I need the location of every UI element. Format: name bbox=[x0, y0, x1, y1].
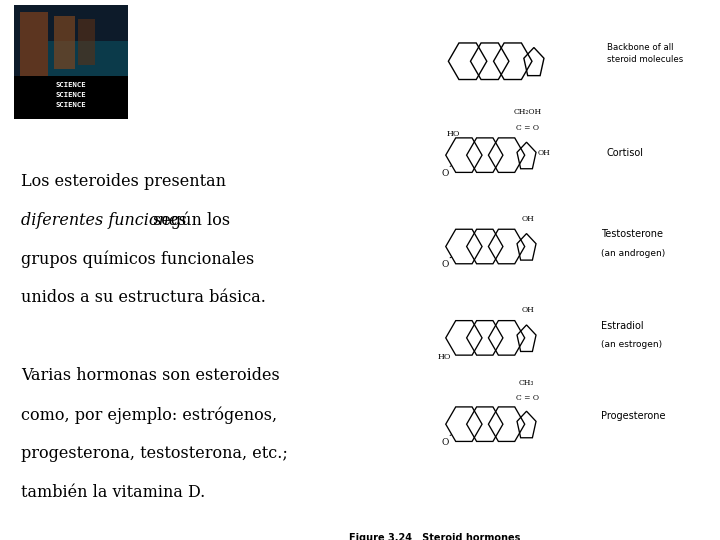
Text: como, por ejemplo: estrógenos,: como, por ejemplo: estrógenos, bbox=[22, 406, 277, 423]
Text: SCIENCE: SCIENCE bbox=[56, 92, 86, 98]
Text: O: O bbox=[441, 438, 449, 447]
Text: HO: HO bbox=[438, 353, 451, 361]
Text: HO: HO bbox=[447, 130, 460, 138]
FancyBboxPatch shape bbox=[14, 5, 128, 119]
Text: diferentes funciones: diferentes funciones bbox=[22, 212, 187, 228]
Text: CH₂OH: CH₂OH bbox=[513, 109, 541, 116]
Text: O: O bbox=[441, 169, 449, 178]
Text: C = O: C = O bbox=[516, 124, 539, 132]
Text: Cortisol: Cortisol bbox=[607, 147, 644, 158]
FancyBboxPatch shape bbox=[54, 16, 75, 69]
Text: OH: OH bbox=[538, 150, 550, 157]
Text: según los: según los bbox=[148, 212, 230, 229]
Text: Figure 3.24   Steroid hormones: Figure 3.24 Steroid hormones bbox=[349, 534, 521, 540]
FancyBboxPatch shape bbox=[20, 12, 48, 76]
Text: OH: OH bbox=[521, 215, 534, 223]
Text: (an androgen): (an androgen) bbox=[601, 248, 665, 258]
Text: progesterona, testosterona, etc.;: progesterona, testosterona, etc.; bbox=[22, 445, 288, 462]
Text: OH: OH bbox=[521, 306, 534, 314]
Text: C = O: C = O bbox=[516, 394, 539, 402]
Text: Varias hormonas son esteroides: Varias hormonas son esteroides bbox=[22, 367, 280, 384]
Text: Testosterone: Testosterone bbox=[601, 230, 663, 239]
Text: unidos a su estructura básica.: unidos a su estructura básica. bbox=[22, 289, 266, 306]
Text: SCIENCE: SCIENCE bbox=[56, 82, 86, 88]
Text: SCIENCE: SCIENCE bbox=[56, 102, 86, 108]
Text: Estradiol: Estradiol bbox=[601, 321, 644, 330]
Text: (an estrogen): (an estrogen) bbox=[601, 340, 662, 349]
Text: Los esteroides presentan: Los esteroides presentan bbox=[22, 173, 226, 190]
Text: también la vitamina D.: también la vitamina D. bbox=[22, 484, 206, 501]
Text: Backbone of all
steroid molecules: Backbone of all steroid molecules bbox=[607, 43, 683, 64]
Text: O: O bbox=[441, 260, 449, 269]
FancyBboxPatch shape bbox=[48, 40, 128, 76]
FancyBboxPatch shape bbox=[14, 5, 128, 76]
FancyBboxPatch shape bbox=[78, 19, 95, 65]
Text: Progesterone: Progesterone bbox=[601, 411, 666, 421]
Text: CH₃: CH₃ bbox=[519, 379, 534, 387]
Text: grupos químicos funcionales: grupos químicos funcionales bbox=[22, 251, 255, 268]
